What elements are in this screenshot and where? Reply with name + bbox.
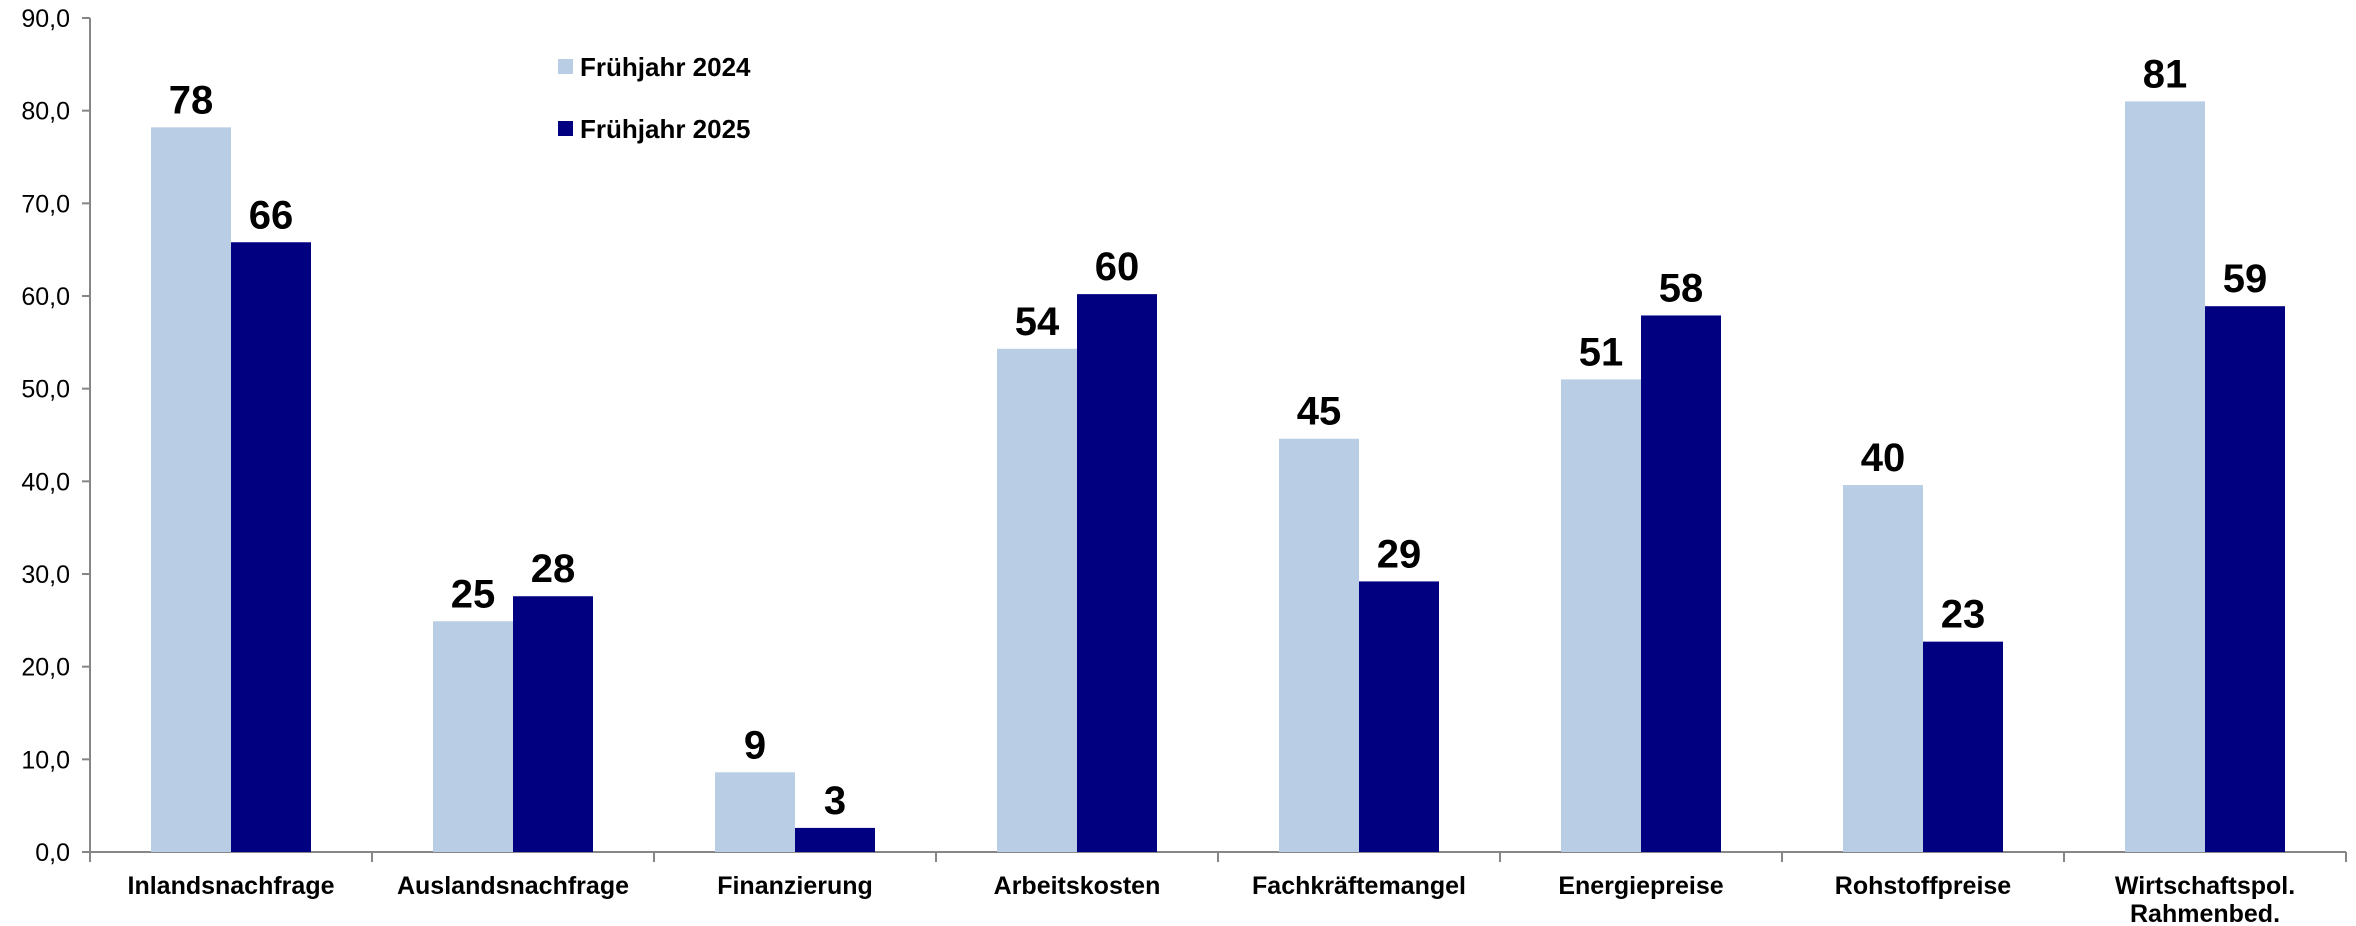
y-tick-label: 40,0: [21, 468, 70, 496]
data-label: 66: [249, 193, 294, 237]
data-label: 58: [1659, 266, 1704, 310]
data-label: 28: [531, 547, 576, 591]
bar: [433, 621, 513, 852]
y-tick-label: 10,0: [21, 746, 70, 774]
y-tick-label: 70,0: [21, 190, 70, 218]
axes: 0,0 10,0 20,0 30,0 40,0 50,0 60,0 70,0 80,0 90,0 I…: [21, 5, 2347, 926]
x-tick-label: Inlandsnachfrage: [128, 872, 335, 900]
data-label: 23: [1941, 593, 1986, 637]
bars: [151, 101, 2285, 853]
bar: [1279, 438, 1359, 852]
data-labels: 78 25 9 54 45 51 40 81 66 28 3 60 29 58 23 59: [169, 52, 2268, 823]
x-tick-label: Arbeitskosten: [994, 872, 1161, 900]
x-tick-label: Rohstoffpreise: [1835, 872, 2012, 900]
bar: [1923, 641, 2003, 852]
legend: Frühjahr 2024 Frühjahr 2025: [558, 52, 751, 144]
y-tick-label: 20,0: [21, 654, 70, 682]
data-label: 40: [1861, 436, 1906, 480]
bar: [795, 827, 875, 852]
x-tick-label: Auslandsnachfrage: [397, 872, 629, 900]
y-tick-label: 90,0: [21, 5, 70, 33]
data-label: 51: [1579, 330, 1624, 374]
x-tick-label: Fachkräftemangel: [1252, 872, 1466, 900]
bar: [1359, 581, 1439, 852]
bar: [2125, 101, 2205, 852]
data-label: 59: [2223, 257, 2268, 301]
data-label: 29: [1377, 532, 1422, 576]
data-label: 45: [1297, 390, 1342, 434]
bar: [1641, 315, 1721, 853]
y-tick-label: 50,0: [21, 376, 70, 404]
x-tick-label: Finanzierung: [717, 872, 873, 900]
y-tick-label: 60,0: [21, 283, 70, 311]
legend-swatch: [558, 59, 573, 74]
legend-label: Frühjahr 2025: [580, 114, 751, 144]
legend-label: Frühjahr 2024: [580, 52, 751, 82]
bar: [997, 348, 1077, 852]
y-tick-label: 80,0: [21, 98, 70, 126]
data-label: 3: [824, 779, 846, 823]
bar: [2205, 306, 2285, 852]
bar: [1561, 379, 1641, 852]
data-label: 78: [169, 78, 214, 122]
x-tick-label: Rahmenbed.: [2130, 900, 2280, 926]
data-label: 54: [1015, 300, 1060, 344]
bar: [715, 772, 795, 852]
bar: [513, 596, 593, 852]
x-tick-label: Wirtschaftspol.: [2115, 872, 2295, 900]
y-tick-label: 30,0: [21, 561, 70, 589]
bar: [1843, 485, 1923, 852]
legend-swatch: [558, 121, 573, 136]
bar: [231, 242, 311, 853]
x-tick-label: Energiepreise: [1558, 872, 1723, 900]
data-label: 9: [744, 723, 766, 767]
bar: [1077, 294, 1157, 852]
data-label: 25: [451, 572, 496, 616]
data-label: 60: [1095, 245, 1140, 289]
data-label: 81: [2143, 52, 2188, 96]
bar: [151, 127, 231, 852]
y-tick-label: 0,0: [35, 839, 70, 867]
